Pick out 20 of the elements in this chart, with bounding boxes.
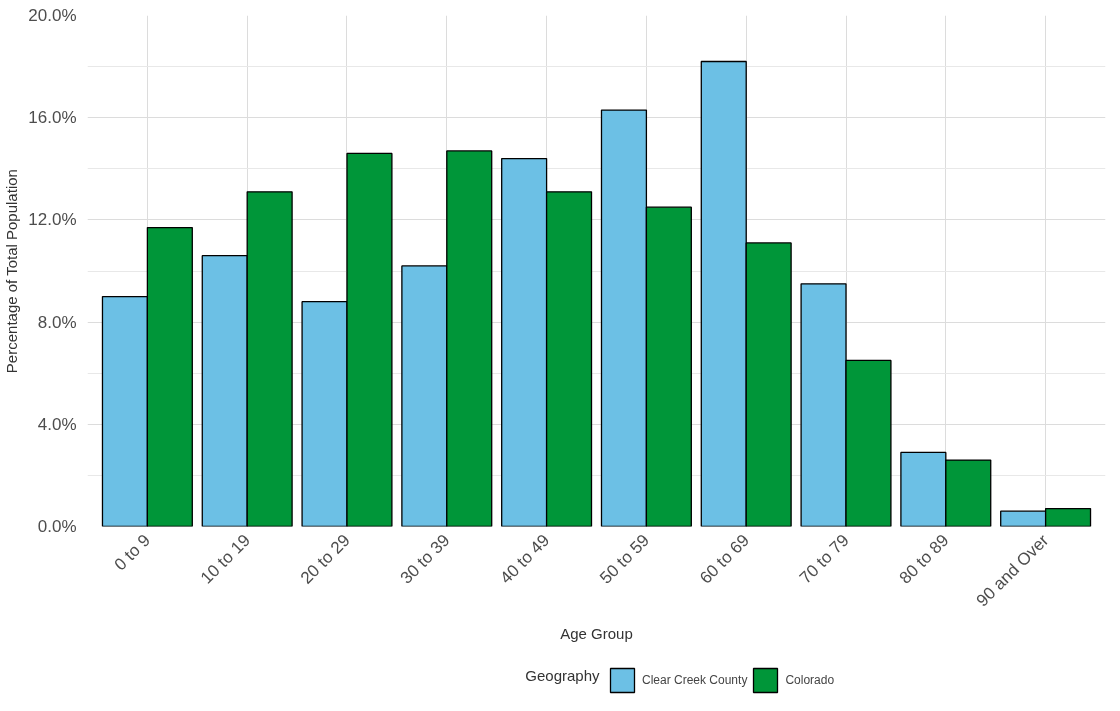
y-tick-label: 16.0% bbox=[28, 108, 77, 128]
x-tick-label: 30 to 39 bbox=[396, 530, 454, 588]
legend-label: Colorado bbox=[785, 673, 835, 687]
x-tick-label: 80 to 89 bbox=[895, 530, 953, 588]
y-tick-label: 8.0% bbox=[37, 312, 77, 332]
x-tick-label: 70 to 79 bbox=[795, 530, 853, 588]
x-axis-title: Age Group bbox=[560, 625, 633, 643]
x-tick-label: 20 to 29 bbox=[296, 530, 354, 588]
y-tick-label: 12.0% bbox=[28, 210, 77, 230]
y-tick-label: 20.0% bbox=[28, 6, 77, 25]
y-tick-label: 4.0% bbox=[37, 414, 77, 434]
x-tick-label: 50 to 59 bbox=[596, 530, 654, 588]
x-tick-label: 60 to 69 bbox=[696, 530, 753, 588]
legend-label: Clear Creek County bbox=[642, 673, 748, 687]
x-tick-label: 40 to 49 bbox=[496, 530, 554, 588]
y-tick-label: 0.0% bbox=[37, 517, 77, 536]
x-tick-label: 0 to 9 bbox=[110, 530, 155, 575]
y-axis-title: Percentage of Total Population bbox=[3, 169, 21, 374]
legend-title: Geography bbox=[525, 667, 600, 684]
x-tick-label: 10 to 19 bbox=[197, 530, 254, 588]
